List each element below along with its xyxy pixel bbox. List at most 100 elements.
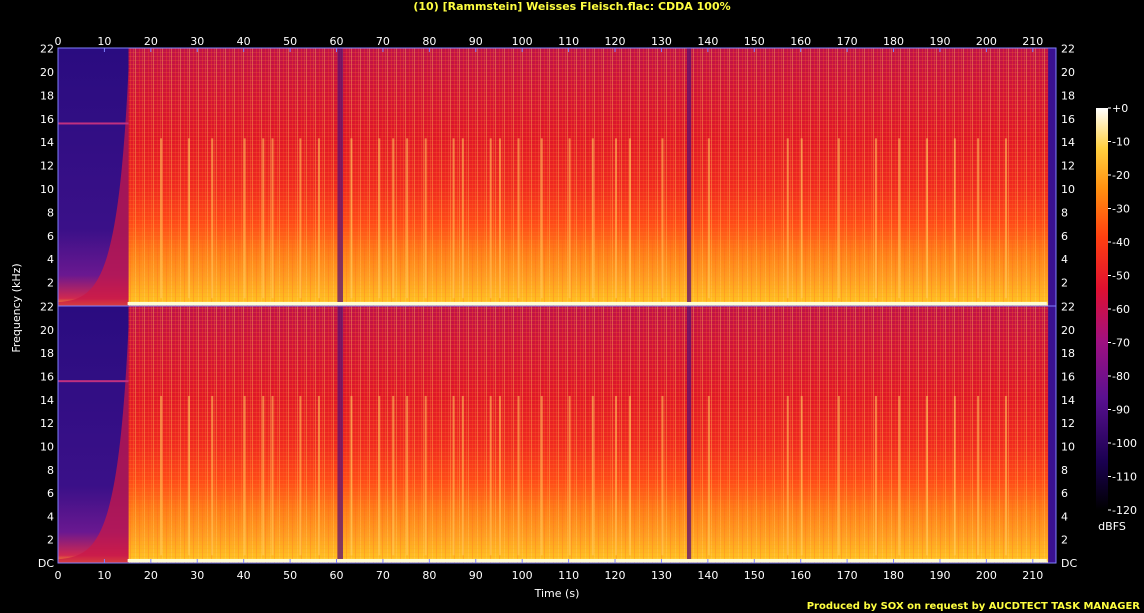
transient-line bbox=[800, 138, 803, 299]
y-tick-label-left: 8 bbox=[47, 206, 54, 219]
transient-line bbox=[498, 138, 501, 299]
transient-line bbox=[707, 138, 710, 299]
x-tick-label-top: 20 bbox=[144, 35, 158, 48]
y-tick-label-left: DC bbox=[38, 557, 54, 570]
x-tick-label-bottom: 180 bbox=[883, 569, 904, 582]
y-tick-label-right: 16 bbox=[1061, 113, 1075, 126]
x-axis-label: Time (s) bbox=[534, 587, 580, 600]
transient-line bbox=[299, 395, 302, 556]
x-tick-label-bottom: 150 bbox=[744, 569, 765, 582]
dropout-column bbox=[337, 48, 344, 302]
transient-line bbox=[160, 395, 163, 556]
y-tick-label-right: 8 bbox=[1061, 464, 1068, 477]
x-tick-label-top: 140 bbox=[697, 35, 718, 48]
transient-line bbox=[661, 395, 664, 556]
dropout-column bbox=[686, 48, 692, 302]
x-tick-label-top: 190 bbox=[929, 35, 950, 48]
x-tick-label-top: 110 bbox=[558, 35, 579, 48]
transient-line bbox=[1004, 138, 1007, 299]
transient-line bbox=[517, 138, 520, 299]
y-tick-label-left: 12 bbox=[40, 417, 54, 430]
transient-line bbox=[262, 395, 265, 556]
transient-line bbox=[350, 138, 353, 299]
colorbar-label: dBFS bbox=[1098, 520, 1126, 533]
dc-line bbox=[127, 559, 1047, 562]
x-tick-label-bottom: 170 bbox=[837, 569, 858, 582]
colorbar: +0 -10 -20 -30 -40 -50 -60 -70 -80 -90 -100 -110 -12… bbox=[1096, 102, 1137, 517]
colorbar-tick-label: -120 bbox=[1112, 504, 1137, 517]
y-tick-label-left: 12 bbox=[40, 160, 54, 173]
transient-line bbox=[615, 395, 618, 556]
transient-line bbox=[591, 395, 594, 556]
x-tick-label-bottom: 80 bbox=[422, 569, 436, 582]
transient-line bbox=[977, 138, 980, 299]
x-tick-label-top: 0 bbox=[55, 35, 62, 48]
y-tick-label-right: 20 bbox=[1061, 66, 1075, 79]
panel-frame bbox=[57, 305, 1057, 564]
transient-line bbox=[926, 395, 929, 556]
x-tick-label-bottom: 40 bbox=[237, 569, 251, 582]
dropout-column bbox=[686, 306, 692, 559]
transient-line bbox=[707, 395, 710, 556]
colorbar-tick-label: -60 bbox=[1112, 303, 1130, 316]
transient-line bbox=[489, 395, 492, 556]
transient-line bbox=[262, 138, 265, 299]
transient-line bbox=[452, 395, 455, 556]
colorbar-tick-label: -70 bbox=[1112, 337, 1130, 350]
transient-line bbox=[489, 138, 492, 299]
x-tick-label-top: 120 bbox=[605, 35, 626, 48]
x-tick-label-top: 70 bbox=[376, 35, 390, 48]
y-tick-label-right: 16 bbox=[1061, 371, 1075, 384]
transient-line bbox=[452, 138, 455, 299]
y-tick-label-right: 22 bbox=[1061, 43, 1075, 56]
x-tick-label-bottom: 20 bbox=[144, 569, 158, 582]
transient-line bbox=[874, 138, 877, 299]
y-tick-label-left: 20 bbox=[40, 324, 54, 337]
y-tick-label-right: 6 bbox=[1061, 230, 1068, 243]
x-tick-label-bottom: 60 bbox=[330, 569, 344, 582]
transient-line bbox=[392, 138, 395, 299]
y-tick-label-left: 16 bbox=[40, 371, 54, 384]
y-tick-label-right: 2 bbox=[1061, 534, 1068, 547]
transient-line bbox=[187, 138, 190, 299]
colorbar-tick-label: -80 bbox=[1112, 370, 1130, 383]
transient-line bbox=[211, 138, 214, 299]
y-tick-label-left: 10 bbox=[40, 183, 54, 196]
transient-line bbox=[1004, 395, 1007, 556]
y-tick-label-right: 2 bbox=[1061, 277, 1068, 290]
x-tick-label-top: 90 bbox=[469, 35, 483, 48]
transient-line bbox=[898, 138, 901, 299]
transient-line bbox=[299, 138, 302, 299]
y-tick-label-left: 14 bbox=[40, 136, 54, 149]
x-tick-label-bottom: 130 bbox=[651, 569, 672, 582]
transient-line bbox=[874, 395, 877, 556]
x-tick-label-top: 80 bbox=[422, 35, 436, 48]
chart-title: (10) [Rammstein] Weisses Fleisch.flac: C… bbox=[413, 0, 730, 13]
colorbar-tick-label: -30 bbox=[1112, 203, 1130, 216]
transient-line bbox=[350, 395, 353, 556]
x-tick-label-top: 30 bbox=[190, 35, 204, 48]
colorbar-tick-label: -20 bbox=[1112, 169, 1130, 182]
y-tick-label-right: 4 bbox=[1061, 253, 1068, 266]
x-tick-label-top: 160 bbox=[790, 35, 811, 48]
transient-line bbox=[392, 395, 395, 556]
x-tick-label-bottom: 0 bbox=[55, 569, 62, 582]
x-tick-label-bottom: 70 bbox=[376, 569, 390, 582]
y-tick-label-right: 22 bbox=[1061, 301, 1075, 314]
dropout-column bbox=[337, 306, 344, 559]
x-tick-label-top: 130 bbox=[651, 35, 672, 48]
transient-line bbox=[243, 395, 246, 556]
transient-line bbox=[160, 138, 163, 299]
x-tick-label-top: 180 bbox=[883, 35, 904, 48]
y-tick-label-left: 10 bbox=[40, 440, 54, 453]
transient-line bbox=[317, 395, 320, 556]
x-tick-label-bottom: 140 bbox=[697, 569, 718, 582]
y-tick-label-right: DC bbox=[1061, 557, 1077, 570]
transient-line bbox=[591, 138, 594, 299]
transient-line bbox=[271, 395, 274, 556]
x-tick-label-top: 200 bbox=[976, 35, 997, 48]
transient-line bbox=[953, 395, 956, 556]
axes: 0 0 10 10 20 20 30 30 40 40 50 50 60 60 70 70 80 80 90 90 10… bbox=[38, 35, 1078, 582]
x-tick-label-bottom: 160 bbox=[790, 569, 811, 582]
